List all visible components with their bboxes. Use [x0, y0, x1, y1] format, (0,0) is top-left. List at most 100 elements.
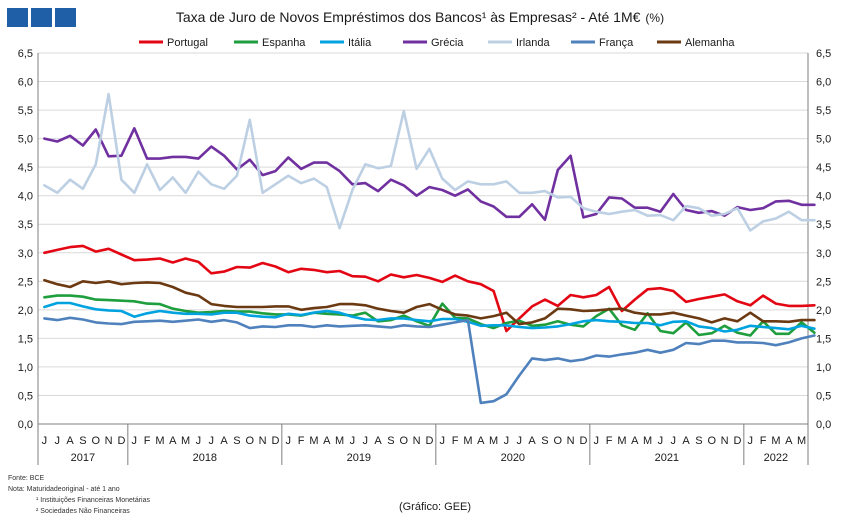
legend-label: Espanha	[262, 37, 306, 49]
y-tick-label: 5,0	[18, 134, 33, 146]
x-tick-label: A	[374, 435, 382, 447]
y-tick-label: 4,5	[18, 162, 33, 174]
y-tick-label: 6,5	[18, 48, 33, 60]
y-tick-label: 3,0	[816, 248, 831, 260]
x-tick-label: J	[517, 435, 523, 447]
logo-block	[55, 8, 76, 27]
gee-logo-blocks	[7, 8, 76, 27]
x-tick-label: D	[271, 435, 279, 447]
logo-block	[31, 8, 52, 27]
series-line-alemanha	[43, 278, 816, 326]
legend-label: Irlanda	[516, 37, 551, 49]
x-tick-label: J	[132, 435, 138, 447]
x-tick-label: O	[245, 435, 254, 447]
y-tick-label: 2,0	[18, 305, 33, 317]
x-tick-label: O	[707, 435, 716, 447]
logo-block	[7, 8, 28, 27]
x-tick-label: A	[528, 435, 536, 447]
series-line-it-lia	[43, 301, 816, 333]
x-tick-label: J	[748, 435, 754, 447]
x-tick-label: N	[567, 435, 575, 447]
x-tick-label: A	[220, 435, 228, 447]
y-tick-label: 3,5	[18, 219, 33, 231]
x-tick-label: M	[335, 435, 344, 447]
x-tick-label: J	[196, 435, 202, 447]
x-tick-label: S	[695, 435, 702, 447]
x-tick-label: A	[477, 435, 485, 447]
x-tick-label: J	[55, 435, 61, 447]
legend-label: Alemanha	[685, 37, 735, 49]
series-lines	[43, 92, 816, 405]
x-tick-label: D	[579, 435, 587, 447]
year-label: 2017	[71, 452, 95, 464]
x-tick-label: A	[785, 435, 793, 447]
legend-label: Portugal	[167, 37, 208, 49]
x-tick-label: M	[617, 435, 626, 447]
x-tick-label: F	[760, 435, 767, 447]
y-tick-label: 2,5	[18, 276, 33, 288]
year-label: 2018	[193, 452, 217, 464]
x-tick-label: D	[733, 435, 741, 447]
series-line-fran-a	[43, 316, 816, 405]
footnote-1: ¹ Instituições Financeiras Monetárias	[36, 497, 150, 504]
x-tick-label: F	[606, 435, 613, 447]
source-note: Fonte: BCE	[8, 475, 45, 482]
year-label: 2021	[655, 452, 679, 464]
y-tick-label: 0,0	[816, 419, 831, 431]
legend: Portugal Espanha Itália Grécia Irlanda França…	[139, 37, 735, 49]
y-tick-label: 3,0	[18, 248, 33, 260]
x-tick-label: A	[682, 435, 690, 447]
x-tick-label: J	[594, 435, 600, 447]
x-tick-label: J	[286, 435, 292, 447]
y-tick-label: 0,5	[816, 390, 831, 402]
x-tick-label: M	[463, 435, 472, 447]
x-tick-label: S	[79, 435, 86, 447]
maturity-note: Nota: Maturidadeoriginal - até 1 ano	[8, 486, 120, 493]
series-line-gr-cia	[43, 127, 816, 221]
year-label: 2020	[501, 452, 525, 464]
y-tick-label: 2,0	[816, 305, 831, 317]
y-tick-label: 4,0	[816, 191, 831, 203]
x-tick-label: M	[181, 435, 190, 447]
y-tick-label: 5,5	[18, 105, 33, 117]
x-tick-label: J	[350, 435, 356, 447]
year-label: 2019	[347, 452, 371, 464]
legend-label: Itália	[348, 37, 372, 49]
series-line-espanha	[43, 294, 816, 337]
x-tick-label: N	[721, 435, 729, 447]
y-tick-label: 1,5	[816, 333, 831, 345]
x-tick-label: A	[631, 435, 639, 447]
gridlines	[37, 52, 809, 425]
y-tick-label: 4,5	[816, 162, 831, 174]
y-tick-label: 1,0	[18, 362, 33, 374]
x-tick-label: O	[553, 435, 562, 447]
year-label: 2022	[764, 452, 788, 464]
x-tick-label: M	[489, 435, 498, 447]
x-tick-label: J	[440, 435, 446, 447]
y-tick-label: 1,5	[18, 333, 33, 345]
x-tick-label: A	[323, 435, 331, 447]
legend-label: França	[599, 37, 634, 49]
x-tick-label: J	[658, 435, 664, 447]
x-tick-label: J	[209, 435, 215, 447]
y-tick-label: 2,5	[816, 276, 831, 288]
x-tick-label: S	[541, 435, 548, 447]
legend-label: Grécia	[431, 37, 464, 49]
x-tick-label: J	[42, 435, 48, 447]
y-tick-label: 3,5	[816, 219, 831, 231]
x-tick-label: D	[425, 435, 433, 447]
y-tick-label: 6,0	[816, 77, 831, 89]
x-tick-label: N	[105, 435, 113, 447]
chart-credit: (Gráfico: GEE)	[399, 501, 471, 513]
x-tick-label: A	[66, 435, 74, 447]
y-tick-label: 0,5	[18, 390, 33, 402]
x-tick-label: M	[797, 435, 806, 447]
footnotes: Fonte: BCE Nota: Maturidadeoriginal - at…	[8, 475, 471, 515]
x-tick-label: M	[155, 435, 164, 447]
chart-title: Taxa de Juro de Novos Empréstimos dos Ba…	[176, 9, 664, 25]
series-line-portugal	[43, 244, 816, 333]
y-tick-label: 5,5	[816, 105, 831, 117]
x-tick-label: M	[309, 435, 318, 447]
